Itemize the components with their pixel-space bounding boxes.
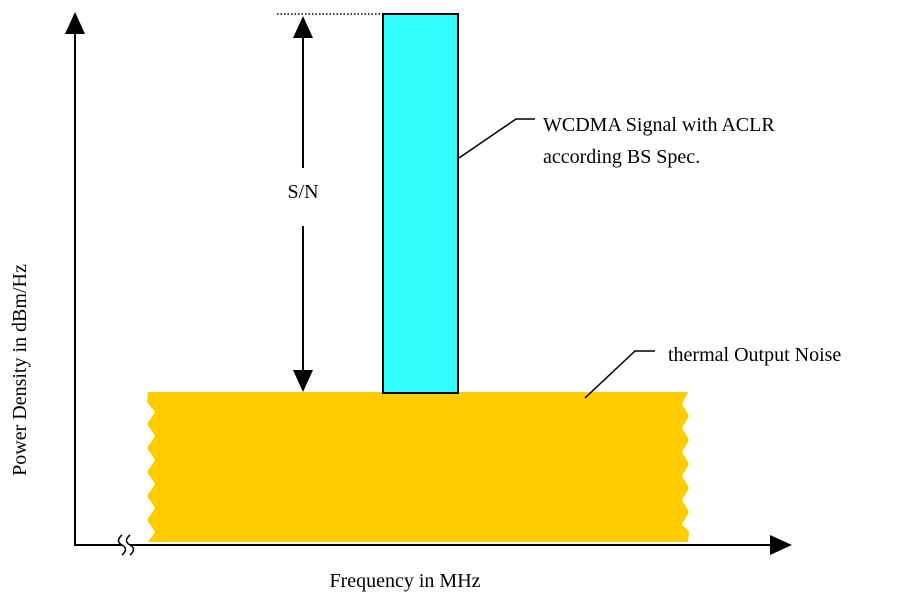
signal-label-line2: according BS Spec. [543,146,700,168]
noise-label: thermal Output Noise [668,344,841,366]
signal-callout-leader [458,118,535,159]
y-axis-label: Power Density in dBm/Hz [9,264,31,476]
noise-callout-leader [584,350,655,399]
x-axis [74,534,792,556]
x-axis-arrowhead-icon [770,535,792,555]
y-axis [65,12,85,545]
snr-arrowhead-up-icon [293,16,313,38]
snr-arrow [293,16,313,392]
y-axis-arrowhead-icon [65,12,85,34]
axis-break-icon [117,534,127,556]
signal-label-line1: WCDMA Signal with ACLR [543,114,775,136]
snr-arrowhead-down-icon [293,370,313,392]
wcdma-signal-bar [382,13,459,394]
thermal-noise-block [147,392,689,542]
x-axis-label: Frequency in MHz [329,570,480,592]
snr-label: S/N [287,181,318,203]
